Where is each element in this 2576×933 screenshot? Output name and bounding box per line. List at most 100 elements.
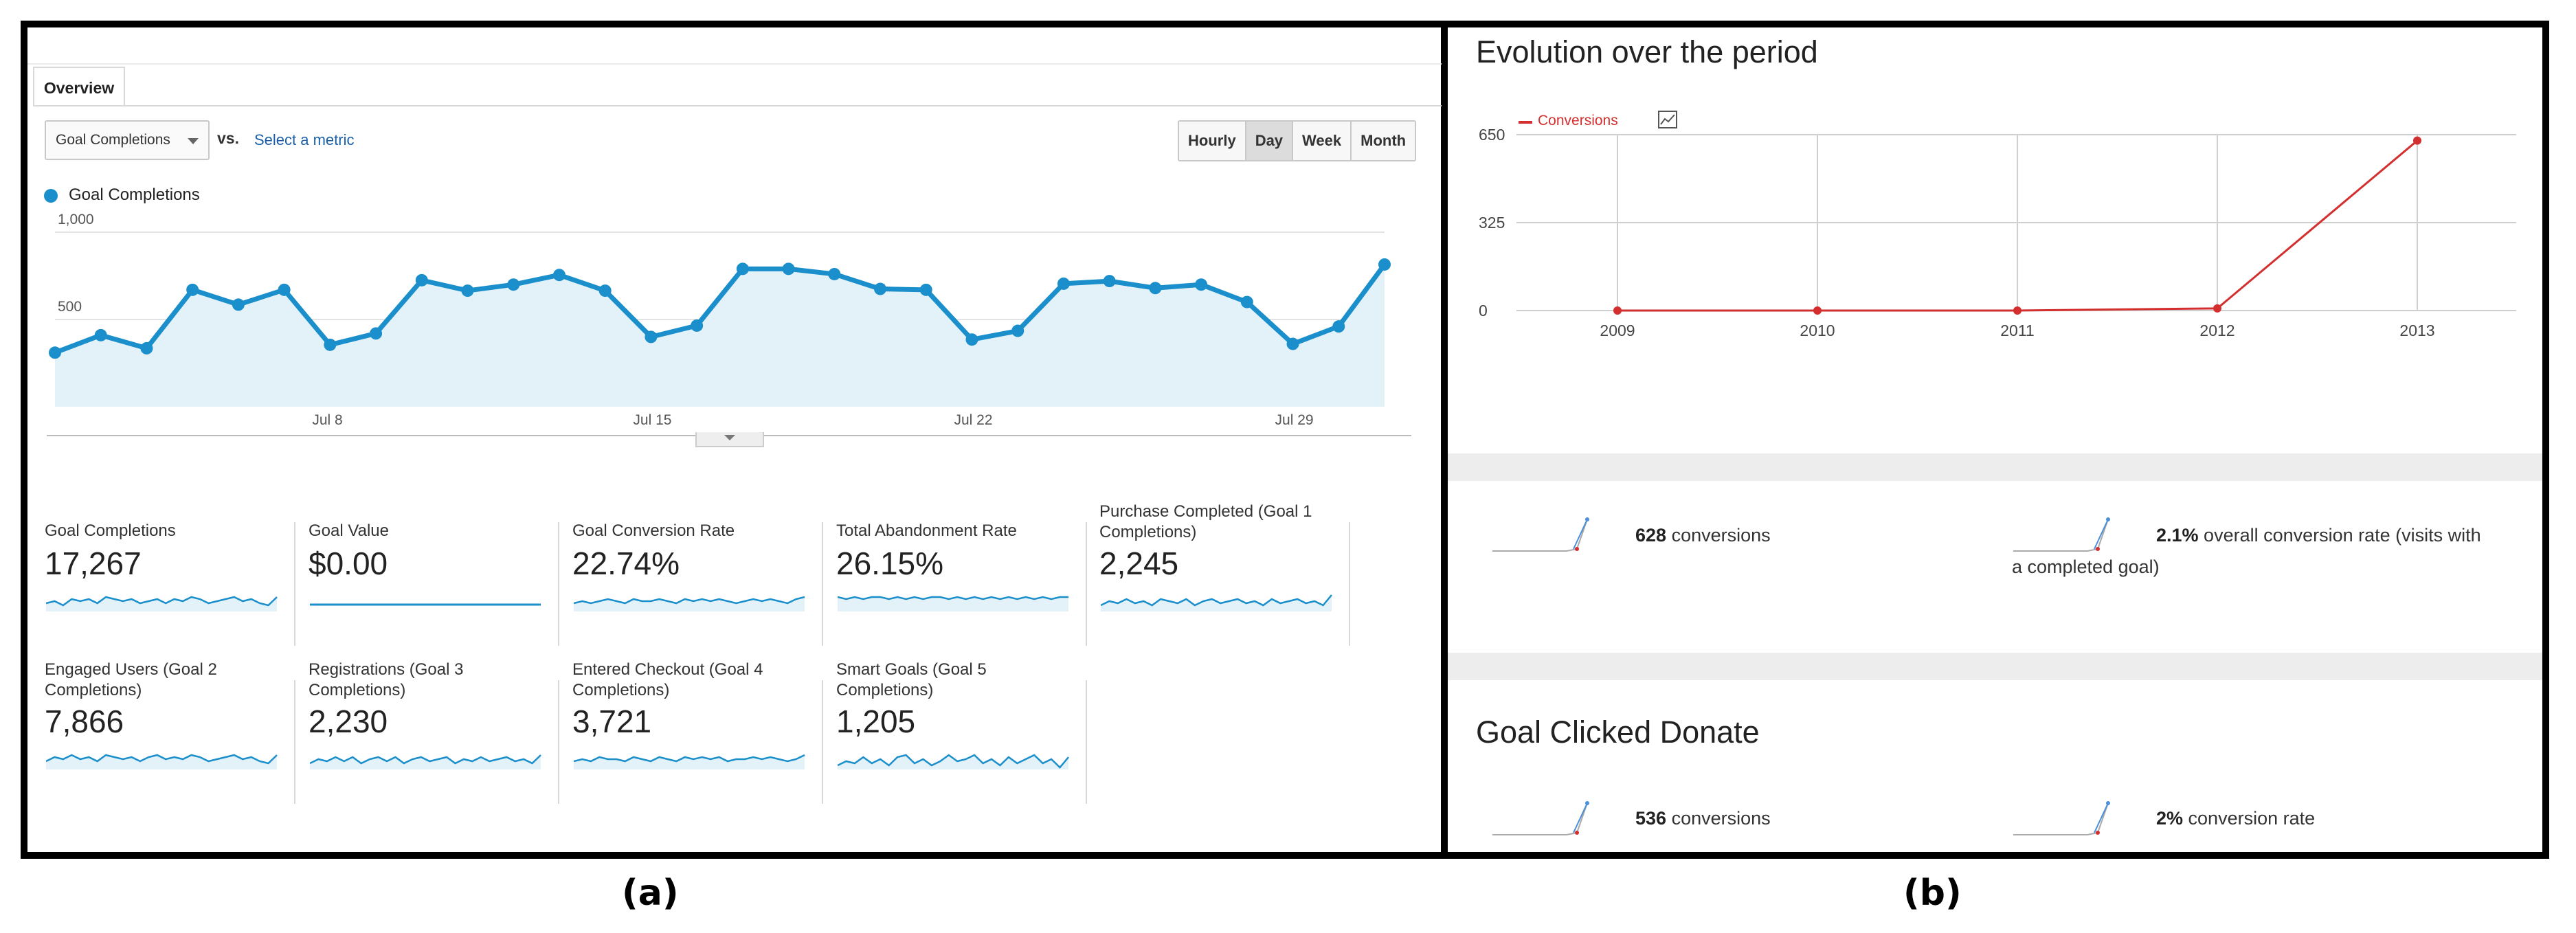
metric-card-value: 7,866: [45, 704, 124, 739]
section-separator: [1448, 453, 2542, 481]
data-point[interactable]: [1378, 258, 1391, 271]
data-point[interactable]: [598, 284, 612, 297]
data-point[interactable]: [1286, 337, 1299, 350]
chevron-down-icon: [724, 435, 735, 440]
data-point[interactable]: [1057, 277, 1070, 290]
data-point[interactable]: [1149, 282, 1162, 295]
data-point[interactable]: [140, 341, 153, 355]
metric-card[interactable]: Purchase Completed (Goal 1 Completions) 2…: [1099, 502, 1354, 632]
metric-sparkline: [1101, 594, 1332, 611]
data-point[interactable]: [278, 283, 291, 296]
card-separator: [822, 522, 823, 646]
data-point[interactable]: [691, 319, 704, 332]
data-point[interactable]: [1103, 275, 1116, 288]
goal-conversions-text: conversions: [1666, 808, 1771, 829]
metric-card[interactable]: Goal Conversion Rate 22.74%: [572, 502, 827, 632]
y-tick-label: 1,000: [58, 212, 94, 227]
metric-card-value: $0.00: [309, 546, 388, 581]
metric-card-label: Entered Checkout (Goal 4 Completions): [572, 660, 763, 699]
metric-sparkline: [838, 596, 1068, 611]
data-point[interactable]: [782, 262, 795, 276]
data-point[interactable]: [186, 283, 199, 296]
card-separator: [1349, 522, 1350, 646]
metric-sparkline: [46, 596, 278, 611]
data-point[interactable]: [415, 273, 428, 286]
goal-rate-value: 2%: [2156, 808, 2184, 829]
data-point[interactable]: [461, 284, 474, 297]
data-point[interactable]: [965, 333, 978, 346]
x-tick-label: Jul 15: [633, 412, 672, 428]
data-point[interactable]: [94, 328, 107, 341]
data-point[interactable]: [1240, 295, 1253, 308]
data-point[interactable]: [874, 282, 887, 295]
stat-conversions-value: 628: [1635, 525, 1667, 546]
vs-label: vs.: [217, 129, 239, 147]
card-separator: [1086, 680, 1087, 804]
sparkline-icon: [2013, 801, 2110, 835]
y-tick-label: 325: [1479, 214, 1505, 232]
tab-overview[interactable]: Overview: [33, 67, 125, 106]
data-point[interactable]: [919, 283, 932, 296]
data-point[interactable]: [1813, 306, 1822, 315]
card-separator: [558, 522, 559, 646]
x-tick-label: 2011: [2000, 322, 2034, 339]
evolution-title: Evolution over the period: [1476, 34, 1818, 69]
metric-sparkline: [310, 603, 541, 606]
figure-frame: [21, 21, 2549, 859]
data-point[interactable]: [2013, 306, 2021, 315]
data-point[interactable]: [1613, 306, 1622, 315]
metric-select[interactable]: Goal Completions: [45, 120, 210, 160]
data-point[interactable]: [2413, 136, 2421, 145]
caption-b: (b): [1903, 873, 1962, 914]
legend-dot-icon: [44, 189, 58, 203]
data-point[interactable]: [736, 262, 749, 276]
collapse-chart-button[interactable]: [695, 432, 764, 447]
metric-select-value: Goal Completions: [56, 132, 170, 148]
period-week-button[interactable]: Week: [1293, 122, 1352, 160]
data-point[interactable]: [1011, 324, 1024, 337]
y-tick-label: 500: [58, 299, 82, 315]
metric-sparkline: [838, 754, 1069, 769]
period-hourly-button[interactable]: Hourly: [1179, 122, 1246, 160]
metric-card[interactable]: Smart Goals (Goal 5 Completions) 1,205: [836, 660, 1090, 790]
x-tick-label: 2009: [1600, 322, 1635, 339]
metric-card-value: 26.15%: [836, 546, 944, 581]
data-point[interactable]: [2213, 304, 2221, 313]
stat-rate-value: 2.1%: [2156, 525, 2199, 546]
metric-card[interactable]: Goal Completions 17,267: [45, 502, 299, 632]
card-separator: [294, 680, 295, 804]
sparkline-line: [310, 754, 541, 765]
panel-divider: [1441, 21, 1448, 859]
data-point[interactable]: [507, 278, 520, 291]
sparkline-line: [46, 754, 278, 765]
x-tick-label: Jul 29: [1275, 412, 1314, 428]
metric-sparkline: [46, 754, 278, 769]
sparkline-icon: [2013, 517, 2110, 552]
metric-sparkline: [310, 754, 541, 769]
data-point[interactable]: [232, 298, 245, 311]
goal-stat-conversions: 536 conversions: [1635, 802, 1771, 834]
header-line: [27, 63, 1442, 65]
data-point[interactable]: [49, 346, 61, 359]
period-month-button[interactable]: Month: [1352, 122, 1415, 160]
y-tick-label: 0: [1479, 302, 1488, 319]
metric-card[interactable]: Registrations (Goal 3 Completions) 2,230: [309, 660, 563, 790]
data-point[interactable]: [370, 327, 383, 340]
tab-underline: [33, 105, 1442, 106]
period-day-button[interactable]: Day: [1246, 122, 1294, 160]
card-separator: [558, 680, 559, 804]
data-point[interactable]: [552, 269, 565, 282]
data-point[interactable]: [1332, 320, 1345, 333]
metric-card-value: 22.74%: [572, 546, 680, 581]
period-toggle-group: Hourly Day Week Month: [1178, 120, 1417, 161]
data-point[interactable]: [645, 330, 658, 344]
data-point[interactable]: [1195, 278, 1208, 291]
metric-card[interactable]: Entered Checkout (Goal 4 Completions) 3,7…: [572, 660, 827, 790]
select-metric-link[interactable]: Select a metric: [254, 131, 355, 148]
metric-card[interactable]: Engaged Users (Goal 2 Completions) 7,866: [45, 660, 299, 790]
metric-card[interactable]: Goal Value $0.00: [309, 502, 563, 632]
metric-card[interactable]: Total Abandonment Rate 26.15%: [836, 502, 1090, 632]
data-point[interactable]: [324, 338, 337, 351]
data-point[interactable]: [828, 267, 841, 280]
chart-type-icon[interactable]: [1657, 110, 1678, 129]
